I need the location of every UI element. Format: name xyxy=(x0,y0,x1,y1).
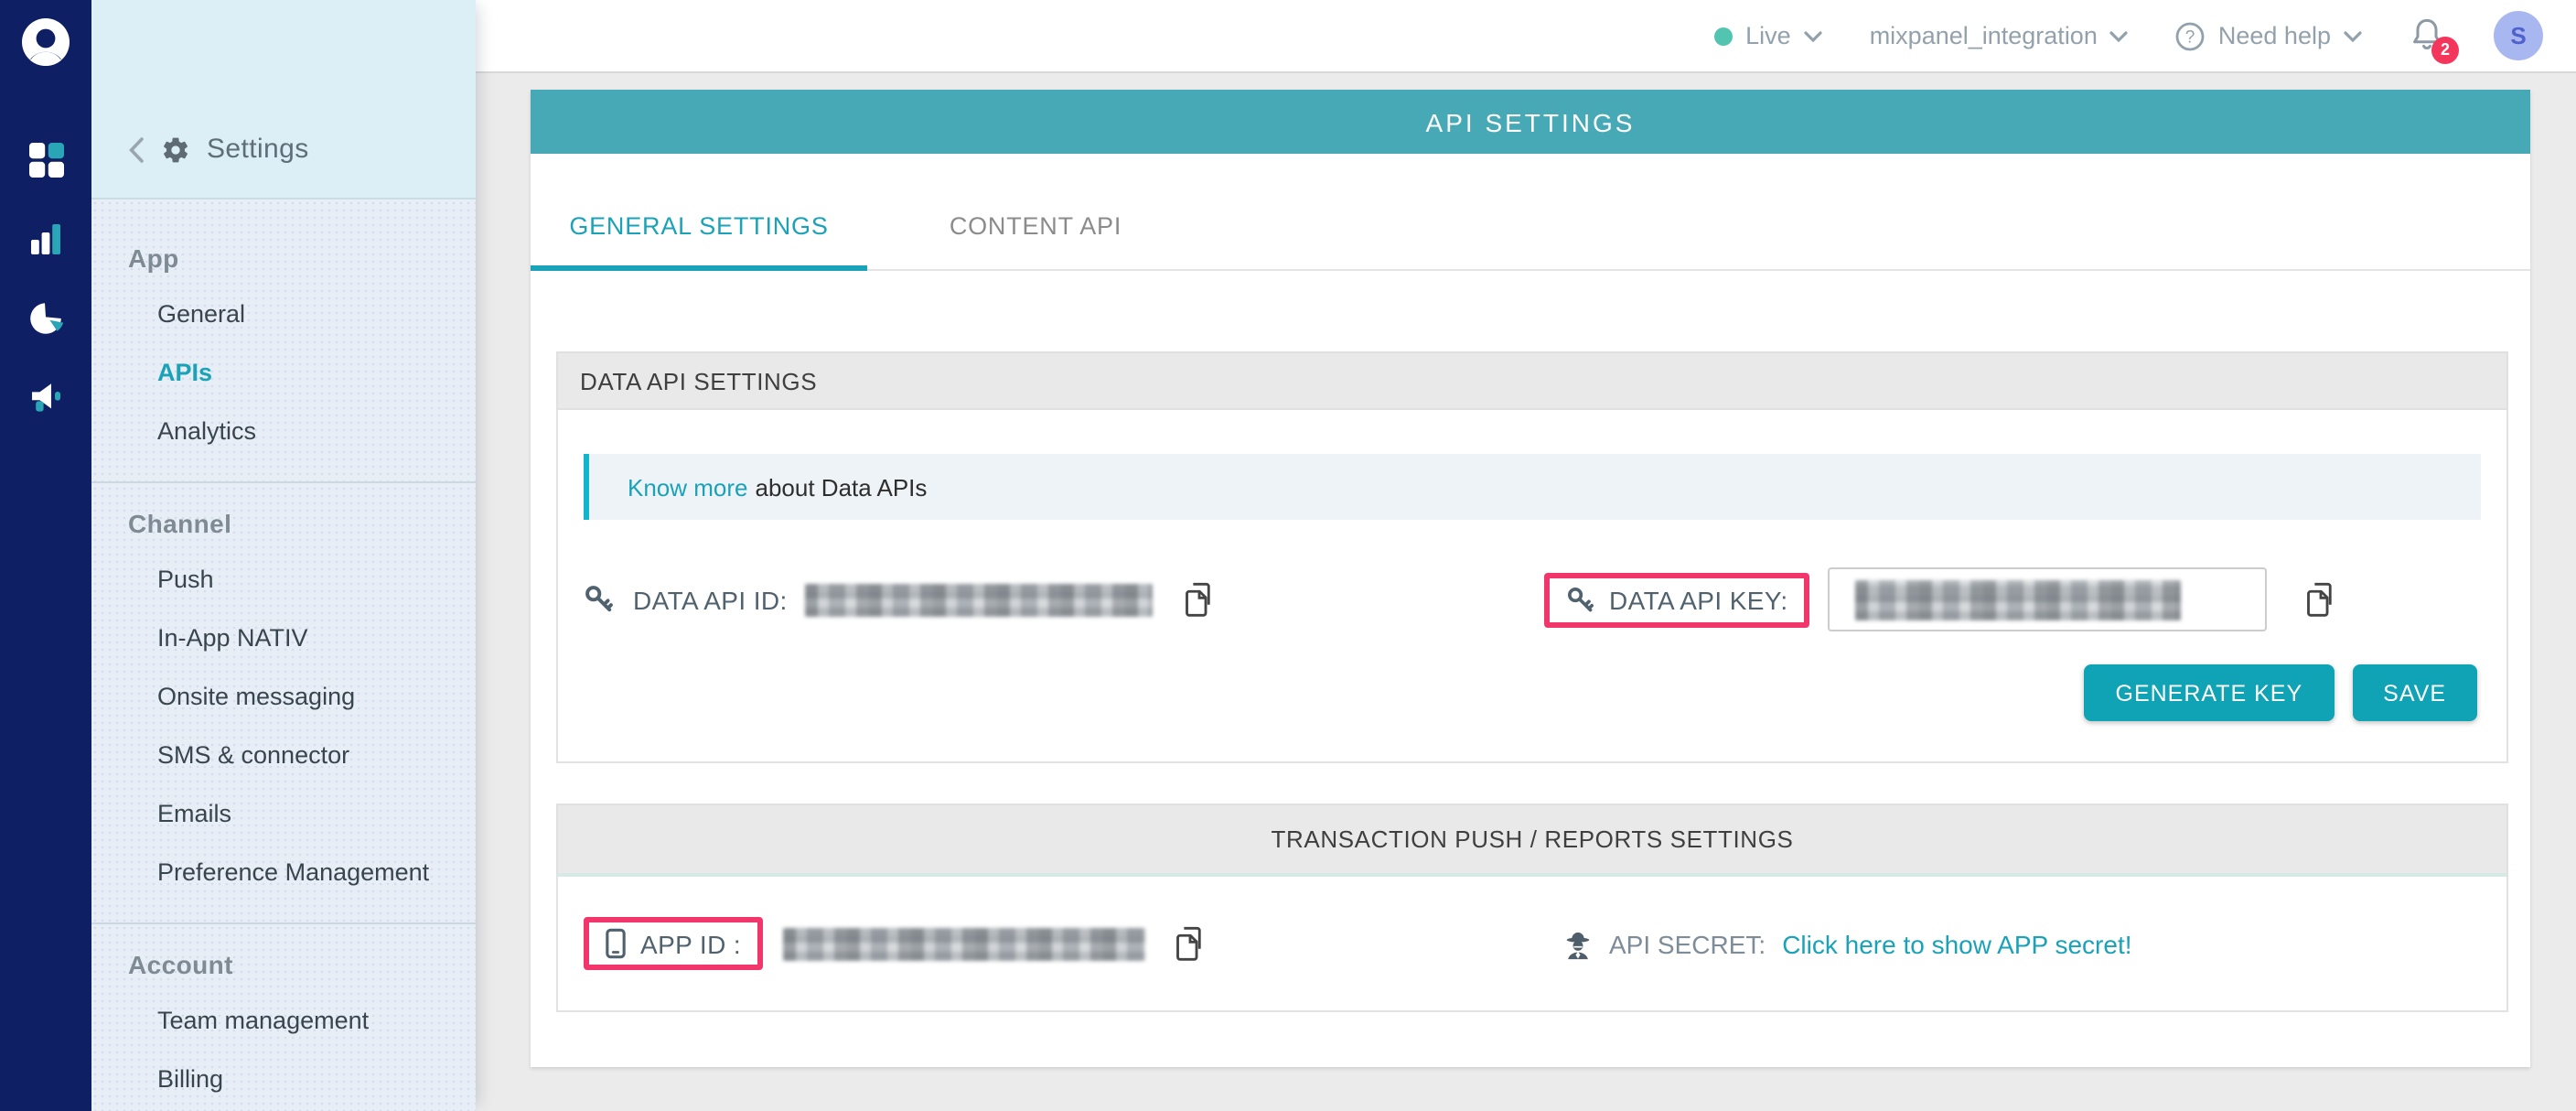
sidebar-title: Settings xyxy=(207,134,309,165)
key-icon xyxy=(584,584,615,615)
settings-sidebar: Settings App General APIs Analytics Channel P… xyxy=(91,0,476,1111)
data-api-key-label: DATA API KEY: xyxy=(1609,585,1788,614)
sidebar-section-title: Account xyxy=(128,950,233,979)
sidebar-item-in-app-nativ[interactable]: In-App NATIV xyxy=(157,623,308,651)
sidebar-item-push[interactable]: Push xyxy=(157,565,214,592)
data-api-key-input[interactable] xyxy=(1828,567,2268,631)
sidebar-section-app: App General APIs Analytics xyxy=(91,218,476,483)
rail-nav xyxy=(26,139,66,415)
sidebar-item-billing[interactable]: Billing xyxy=(157,1064,224,1092)
sidebar-header: Settings xyxy=(91,0,476,200)
show-app-secret-link[interactable]: Click here to show APP secret! xyxy=(1782,929,2132,958)
need-help-dropdown[interactable]: ? Need help xyxy=(2176,21,2362,50)
notification-badge: 2 xyxy=(2431,36,2459,63)
sidebar-item-onsite-messaging[interactable]: Onsite messaging xyxy=(157,682,356,709)
sidebar-item-emails[interactable]: Emails xyxy=(157,799,232,826)
icon-rail xyxy=(0,0,91,1111)
project-name: mixpanel_integration xyxy=(1869,22,2098,49)
sidebar-section-title: App xyxy=(128,243,179,273)
tab-bar: GENERAL SETTINGS CONTENT API xyxy=(531,154,2530,271)
know-more-text: about Data APIs xyxy=(755,473,928,501)
app-id-group: APP ID : xyxy=(584,917,1532,970)
sidebar-section-account: Account Team management Billing xyxy=(91,924,476,1111)
know-more-link[interactable]: Know more xyxy=(628,473,748,501)
svg-text:?: ? xyxy=(2186,27,2196,46)
data-api-key-group: DATA API KEY: xyxy=(1532,567,2481,631)
bar-chart-icon[interactable] xyxy=(26,218,66,258)
bell-icon xyxy=(2413,17,2441,49)
tab-general-settings[interactable]: GENERAL SETTINGS xyxy=(531,187,867,271)
environment-label: Live xyxy=(1745,22,1791,49)
sidebar-sections: App General APIs Analytics Channel Push In-App… xyxy=(91,200,476,1111)
data-api-actions: GENERATE KEY SAVE xyxy=(584,664,2481,721)
know-more-infobox: Know more about Data APIs xyxy=(584,454,2481,520)
spy-icon xyxy=(1562,927,1593,960)
sidebar-item-general[interactable]: General xyxy=(157,299,246,327)
pie-chart-icon[interactable] xyxy=(26,297,66,337)
chevron-down-icon xyxy=(2344,30,2362,41)
sidebar-item-sms-connector[interactable]: SMS & connector xyxy=(157,740,350,768)
data-api-id-label: DATA API ID: xyxy=(633,585,788,614)
api-secret-group: API SECRET: Click here to show APP secre… xyxy=(1532,927,2481,960)
copy-icon[interactable] xyxy=(1173,924,1208,963)
project-dropdown[interactable]: mixpanel_integration xyxy=(1870,22,2129,49)
copy-icon[interactable] xyxy=(1183,580,1218,619)
question-circle-icon: ? xyxy=(2176,21,2206,50)
api-settings-card: API SETTINGS GENERAL SETTINGS CONTENT AP… xyxy=(531,90,2530,1067)
sidebar-section-channel: Channel Push In-App NATIV Onsite messaging S… xyxy=(91,483,476,924)
main-column: Live mixpanel_integration ? Need help 2 … xyxy=(476,0,2576,1111)
data-api-key-redacted-value xyxy=(1855,579,2182,620)
environment-dropdown[interactable]: Live xyxy=(1714,22,1822,49)
phone-icon xyxy=(606,928,626,959)
app-id-highlight: APP ID : xyxy=(584,917,764,970)
gear-icon xyxy=(161,135,190,164)
app-id-redacted-value xyxy=(783,927,1146,960)
page-background: API SETTINGS GENERAL SETTINGS CONTENT AP… xyxy=(476,73,2576,1111)
sidebar-item-preference-management[interactable]: Preference Management xyxy=(157,858,430,885)
notifications-button[interactable]: 2 xyxy=(2410,16,2459,63)
data-api-id-redacted-value xyxy=(805,583,1154,616)
generate-key-button[interactable]: GENERATE KEY xyxy=(2084,664,2334,721)
card-body: DATA API SETTINGS Know more about Data A… xyxy=(531,271,2530,1067)
chevron-down-icon xyxy=(2110,30,2129,41)
app-id-label: APP ID : xyxy=(640,929,742,958)
live-dot-icon xyxy=(1714,27,1733,45)
sidebar-item-apis[interactable]: APIs xyxy=(157,358,213,385)
transaction-push-header: TRANSACTION PUSH / REPORTS SETTINGS xyxy=(556,804,2508,877)
key-icon xyxy=(1565,585,1594,614)
page-title: API SETTINGS xyxy=(531,90,2530,154)
sidebar-item-analytics[interactable]: Analytics xyxy=(157,416,257,444)
tab-content-api[interactable]: CONTENT API xyxy=(949,212,1122,240)
sidebar-section-title: Channel xyxy=(128,509,232,538)
data-api-settings-panel: DATA API SETTINGS Know more about Data A… xyxy=(556,351,2508,763)
chevron-down-icon xyxy=(1804,30,1822,41)
back-chevron-icon[interactable] xyxy=(128,136,145,162)
data-api-key-highlight: DATA API KEY: xyxy=(1543,572,1810,627)
megaphone-icon[interactable] xyxy=(26,375,66,415)
api-secret-label: API SECRET: xyxy=(1609,929,1766,958)
data-api-settings-header: DATA API SETTINGS xyxy=(556,351,2508,410)
topbar: Live mixpanel_integration ? Need help 2 … xyxy=(476,0,2576,73)
need-help-label: Need help xyxy=(2217,22,2331,49)
sidebar-item-team-management[interactable]: Team management xyxy=(157,1006,370,1033)
save-button[interactable]: SAVE xyxy=(2352,664,2477,721)
user-avatar[interactable]: S xyxy=(2494,11,2543,60)
dashboard-grid-icon[interactable] xyxy=(26,139,66,179)
copy-icon[interactable] xyxy=(2304,580,2339,619)
data-api-id-group: DATA API ID: xyxy=(584,580,1532,619)
app-logo-icon[interactable] xyxy=(22,18,70,66)
transaction-push-panel: TRANSACTION PUSH / REPORTS SETTINGS APP … xyxy=(556,804,2508,1012)
